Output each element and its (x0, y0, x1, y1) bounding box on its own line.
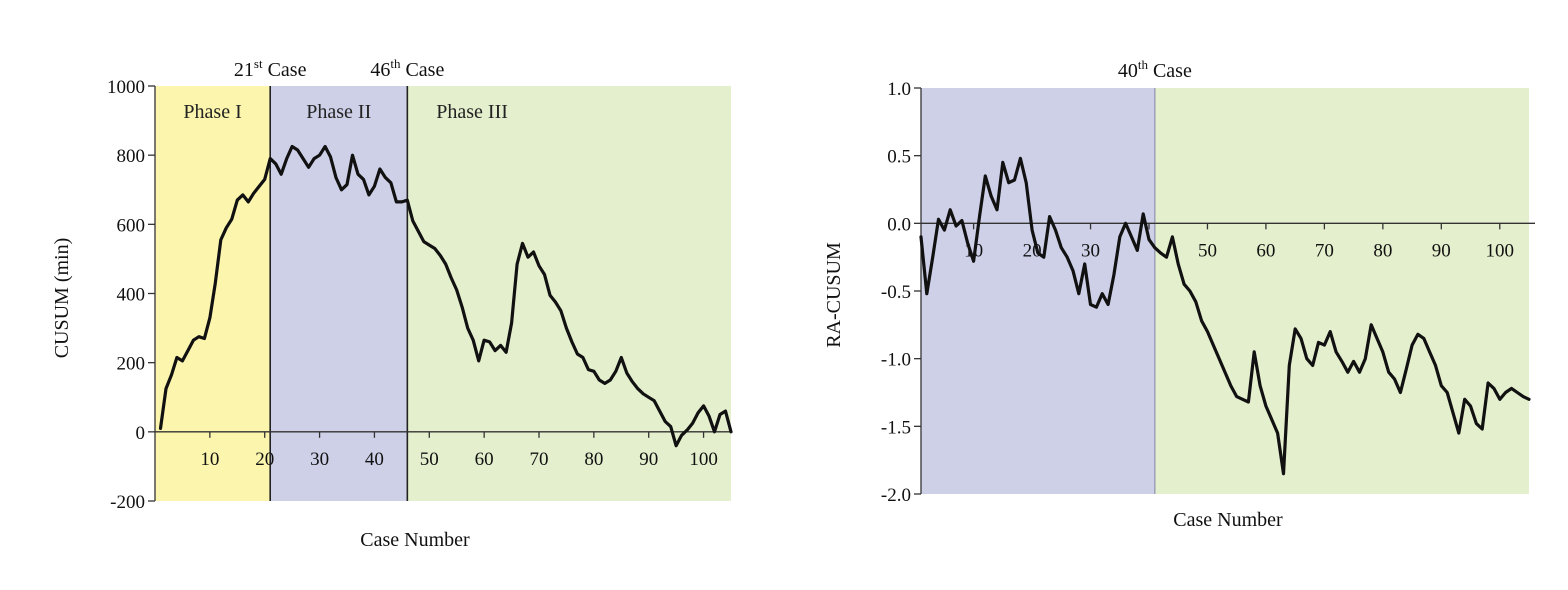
x-tick-label: 10 (200, 449, 219, 470)
case-annotations: 40th Case (1118, 57, 1192, 82)
y-tick-label: 600 (117, 215, 146, 236)
y-tick-label: -2.0 (881, 485, 911, 506)
ra-cusum-chart: 40th Case 10 20 30 50 60 70 80 90 100 -2.0-1.5-1… (823, 57, 1535, 531)
y-tick-label: 0 (136, 423, 146, 444)
phase-region (1154, 88, 1529, 494)
case-annotation: 46th Case (370, 56, 444, 81)
phase-label: Phase III (436, 101, 508, 123)
x-axis-ticks: 10 20 30 40 50 60 70 80 90 100 (200, 431, 718, 470)
y-tick-label: 400 (117, 285, 146, 306)
y-tick-label: 800 (117, 146, 146, 167)
series-lines (158, 144, 733, 448)
x-tick-label: 50 (1198, 240, 1217, 261)
phase-region (407, 86, 731, 501)
y-axis-ticks: -200 0 200 400 600 800 1000 (107, 77, 155, 513)
x-axis-title: Case Number (360, 529, 470, 551)
phase-region (921, 88, 1155, 494)
x-tick-label: 90 (1432, 240, 1451, 261)
x-tick-label: 50 (420, 449, 439, 470)
case-annotations: 21st Case 46th Case (234, 56, 445, 81)
x-tick-label: 70 (530, 449, 549, 470)
cusum-chart: Phase I Phase II Phase III 21st Case 46th C… (51, 56, 733, 551)
series-line (919, 156, 1531, 476)
x-tick-label: 90 (639, 449, 658, 470)
y-tick-label: -0.5 (881, 282, 911, 303)
x-tick-label: 60 (1256, 240, 1275, 261)
series-lines (919, 156, 1531, 476)
phase-label: Phase II (306, 101, 371, 123)
y-tick-label: 200 (117, 354, 146, 375)
case-annotation: 40th Case (1118, 57, 1192, 82)
y-tick-label: -1.0 (881, 350, 911, 371)
y-axis-title: CUSUM (min) (51, 238, 73, 359)
y-tick-label: -1.5 (881, 417, 911, 438)
y-tick-label: 0.0 (887, 214, 911, 235)
case-annotation: 21st Case (234, 56, 307, 81)
x-tick-label: 80 (584, 449, 603, 470)
x-tick-label: 70 (1315, 240, 1334, 261)
x-tick-label: 100 (689, 449, 718, 470)
x-tick-label: 40 (365, 449, 384, 470)
y-axis-title: RA-CUSUM (823, 242, 845, 348)
x-tick-label: 30 (1081, 240, 1100, 261)
phase-label: Phase I (183, 101, 241, 123)
x-axis-title: Case Number (1173, 509, 1283, 531)
phase-regions (921, 88, 1529, 494)
y-tick-label: -200 (110, 492, 145, 513)
phase-regions: Phase I Phase II Phase III (155, 86, 731, 501)
x-tick-label: 20 (255, 449, 274, 470)
y-tick-label: 1000 (107, 77, 145, 98)
x-tick-label: 80 (1373, 240, 1392, 261)
series-line (158, 144, 733, 448)
y-tick-label: 1.0 (887, 79, 911, 100)
y-axis-ticks: -2.0 -1.5 -1.0 -0.5 0.0 0.5 1.0 (881, 79, 921, 506)
x-tick-label: 30 (310, 449, 329, 470)
y-tick-label: 0.5 (887, 147, 911, 168)
x-tick-label: 60 (475, 449, 494, 470)
x-tick-label: 100 (1486, 240, 1515, 261)
